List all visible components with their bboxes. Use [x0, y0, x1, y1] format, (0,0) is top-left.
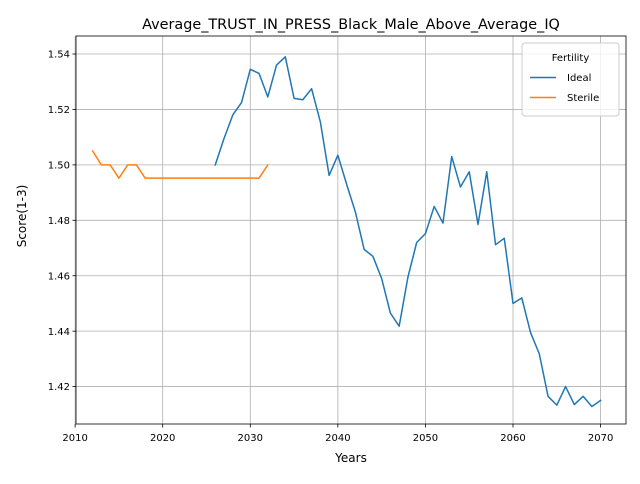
- chart-title: Average_TRUST_IN_PRESS_Black_Male_Above_…: [142, 17, 560, 33]
- x-tick-label: 2040: [325, 433, 350, 444]
- axes: 2010 2020 2030 2040 2050 2060 2070 1.42 1.44 1.46…: [48, 35, 627, 444]
- y-tick-label: 1.50: [48, 160, 70, 171]
- legend-label-ideal: Ideal: [567, 73, 591, 84]
- x-tick-label: 2010: [62, 433, 87, 444]
- y-axis-label: Score(1-3): [15, 185, 29, 248]
- series-line-sterile: [91, 149, 269, 179]
- y-tick-label: 1.52: [48, 105, 70, 116]
- x-tick-label: 2030: [238, 433, 263, 444]
- y-tick-label: 1.42: [48, 382, 70, 393]
- y-tick-label: 1.48: [48, 216, 70, 227]
- x-tick-label: 2050: [413, 433, 438, 444]
- plot-frame: [75, 35, 627, 425]
- y-tick-label: 1.54: [48, 50, 70, 61]
- series-line-ideal: [214, 56, 602, 408]
- legend-label-sterile: Sterile: [567, 93, 599, 104]
- y-tick-label: 1.44: [48, 327, 70, 338]
- x-tick-label: 2060: [500, 433, 525, 444]
- x-tick-label: 2070: [588, 433, 613, 444]
- legend: Fertility Ideal Sterile: [521, 42, 620, 117]
- x-axis-label: Years: [334, 451, 367, 465]
- y-tick-label: 1.46: [48, 271, 70, 282]
- grid-lines: [74, 36, 626, 424]
- x-tick-label: 2020: [150, 433, 175, 444]
- legend-title: Fertility: [552, 53, 590, 64]
- series-lines: [91, 56, 602, 408]
